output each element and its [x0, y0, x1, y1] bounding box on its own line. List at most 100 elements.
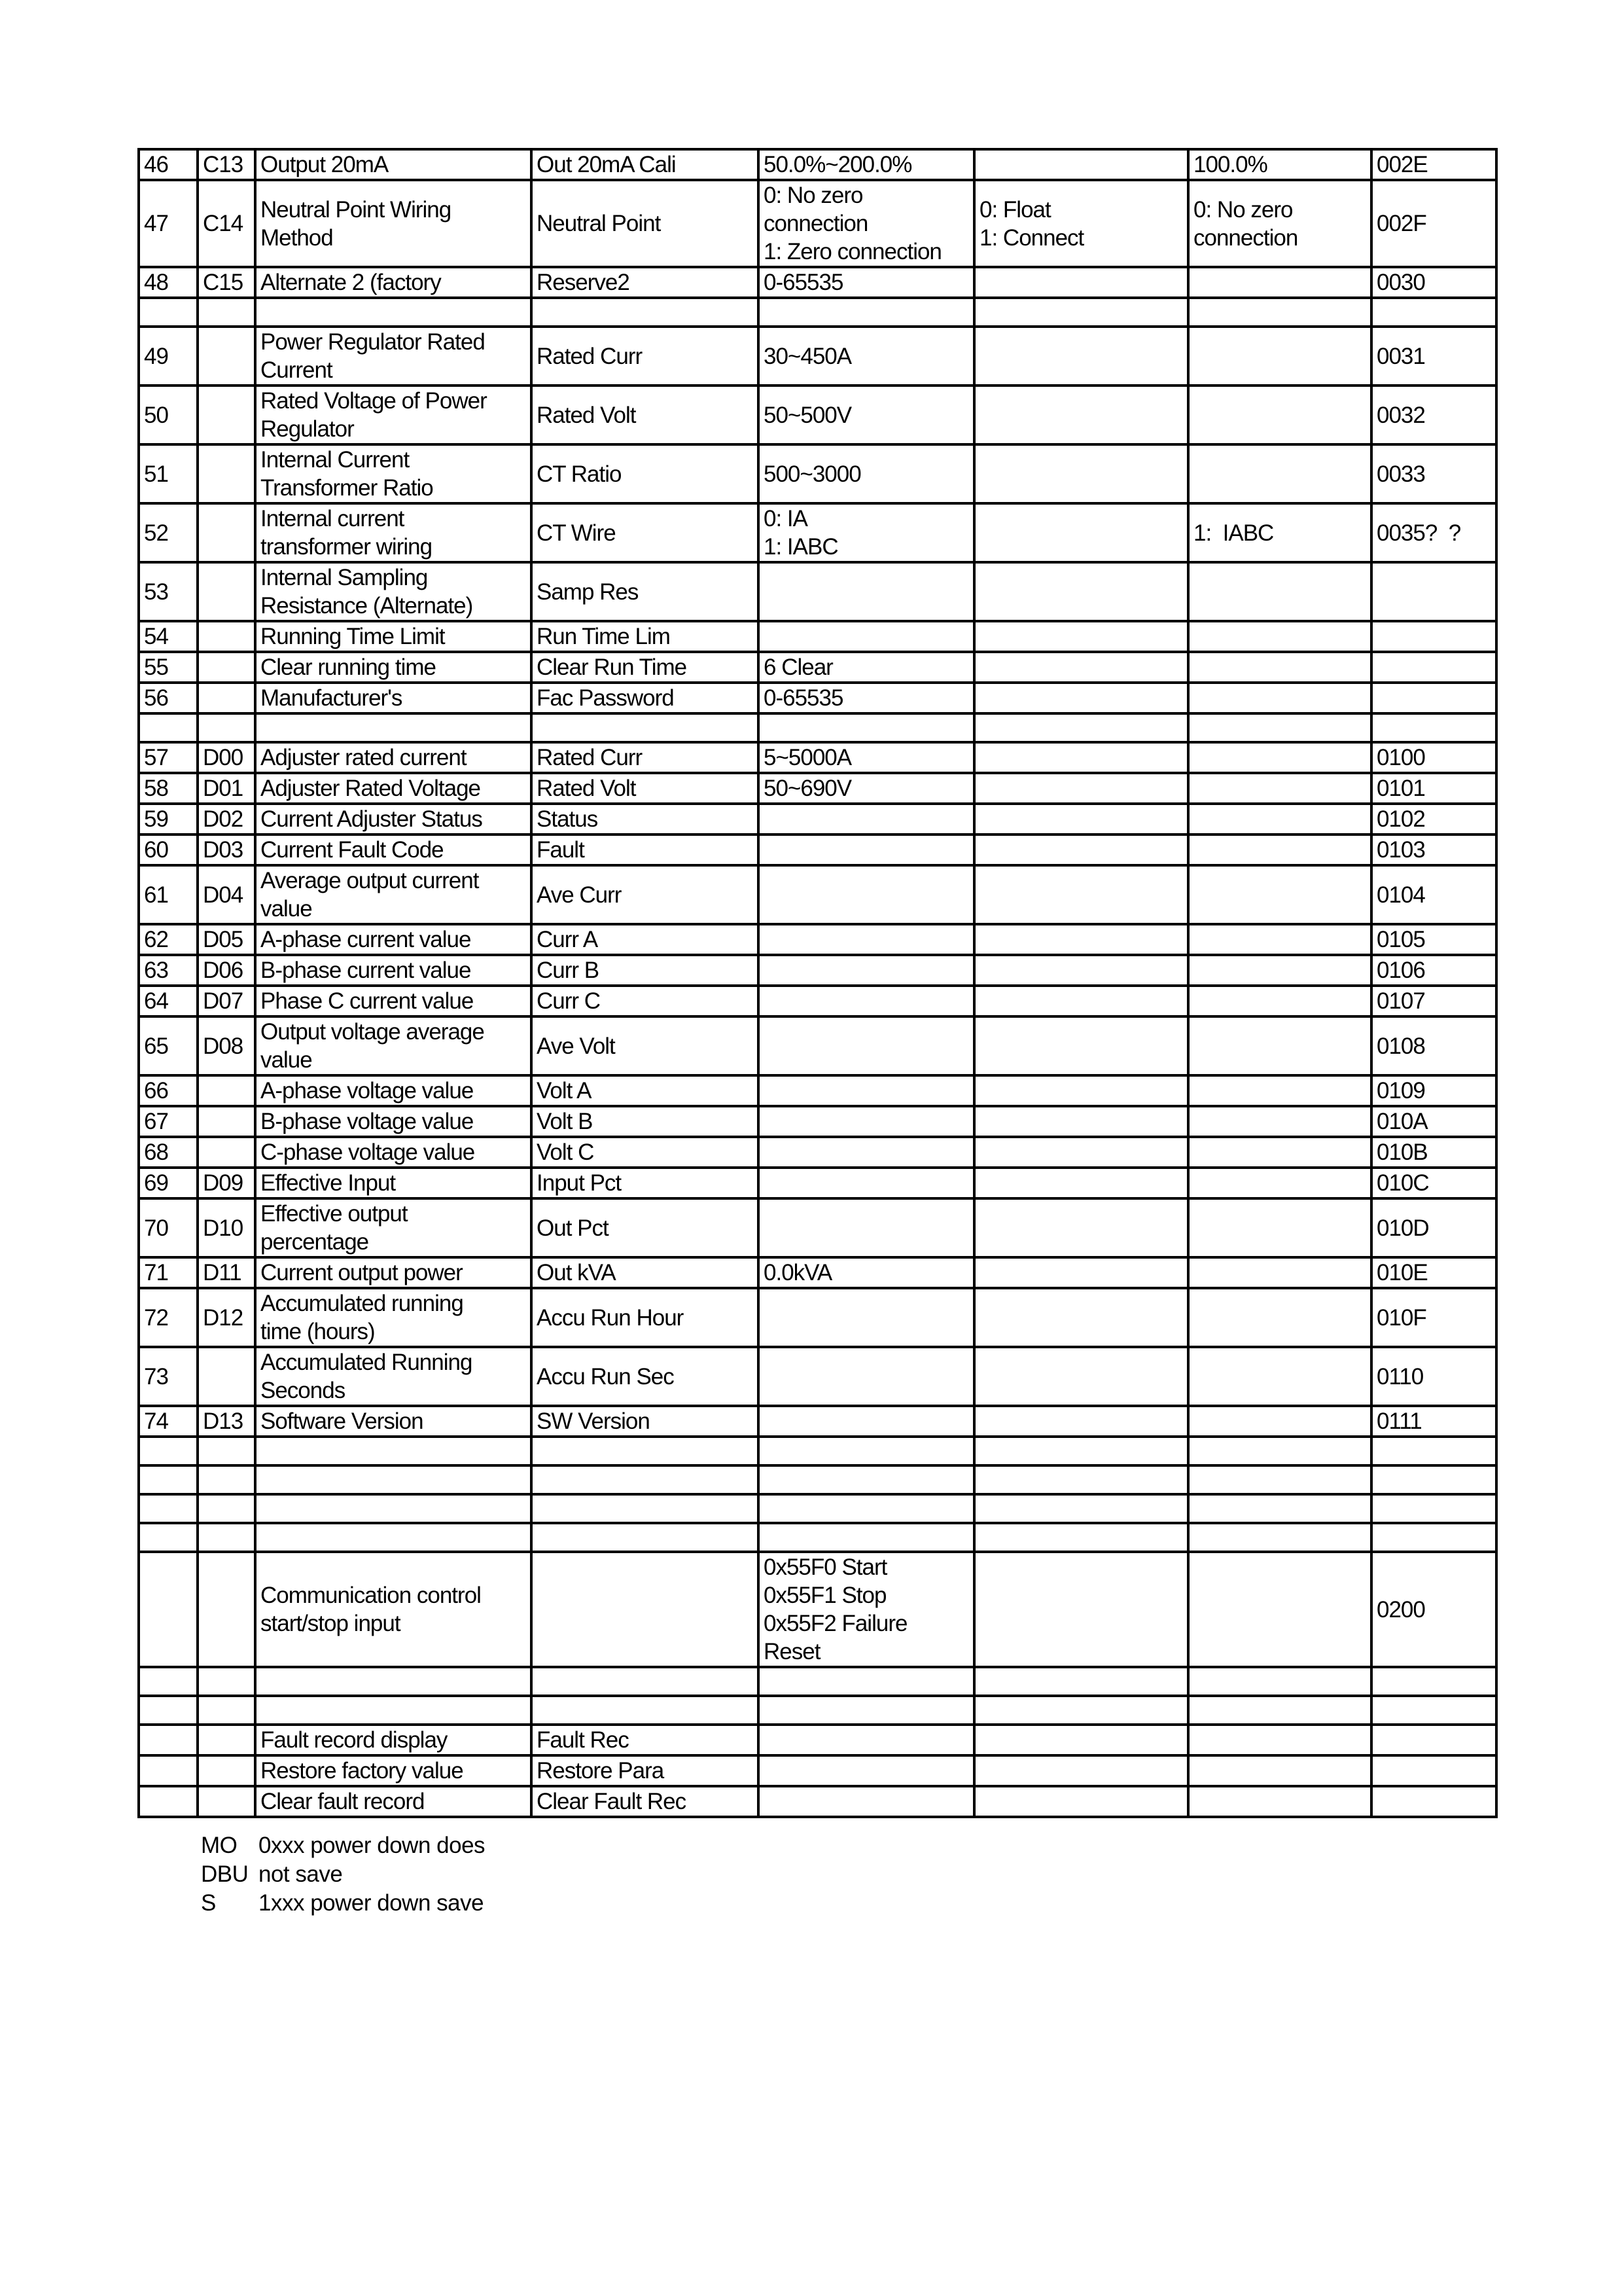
table-row: 51 Internal Current Transformer Ratio CT R… [137, 443, 1498, 505]
cell-default [1187, 1136, 1373, 1169]
cell-default [1187, 1287, 1373, 1348]
cell-default [1187, 1197, 1373, 1259]
cell-range: 0: No zero connection 1: Zero connection [757, 179, 976, 268]
cell-default [1187, 1666, 1373, 1697]
cell-address: 0108 [1370, 1015, 1498, 1077]
cell-range [757, 1197, 976, 1259]
cell-range [757, 1346, 976, 1407]
cell-range [757, 1136, 976, 1169]
cell-address [1370, 681, 1498, 715]
cell-default [1187, 954, 1373, 987]
cell-options [973, 443, 1190, 505]
cell-code: D02 [196, 802, 256, 836]
cell-display-name: Volt C [530, 1136, 760, 1169]
cell-default: 100.0% [1187, 148, 1373, 181]
cell-options [973, 741, 1190, 774]
cell-index: 72 [137, 1287, 199, 1348]
cell-range: 0.0kVA [757, 1256, 976, 1289]
cell-options [973, 833, 1190, 867]
cell-options [973, 1405, 1190, 1438]
cell-options [973, 954, 1190, 987]
cell-code [196, 1136, 256, 1169]
cell-display-name [530, 1666, 760, 1697]
cell-code: D07 [196, 984, 256, 1018]
cell-display-name: Out 20mA Cali [530, 148, 760, 181]
table-row: 69 D09 Effective Input Input Pct 010C [137, 1166, 1498, 1200]
cell-default: 0: No zero connection [1187, 179, 1373, 268]
cell-name [254, 712, 533, 744]
cell-address [1370, 1785, 1498, 1818]
cell-options [973, 148, 1190, 181]
cell-index: 61 [137, 864, 199, 925]
cell-default [1187, 1346, 1373, 1407]
notes: MO 0xxx power down does DBU not save S 1xxx p… [201, 1831, 1495, 1918]
cell-name [254, 1695, 533, 1726]
cell-index: 53 [137, 561, 199, 622]
cell-display-name: Fault [530, 833, 760, 867]
cell-index [137, 712, 199, 744]
cell-index: 52 [137, 502, 199, 564]
cell-name [254, 1666, 533, 1697]
table-row: 46 C13 Output 20mA Out 20mA Cali 50.0%~200.0… [137, 148, 1498, 181]
cell-options [973, 1197, 1190, 1259]
cell-index [137, 1464, 199, 1496]
cell-options [973, 266, 1190, 299]
cell-default [1187, 1723, 1373, 1757]
cell-name [254, 296, 533, 328]
cell-display-name: Rated Curr [530, 741, 760, 774]
cell-display-name: CT Wire [530, 502, 760, 564]
cell-address [1370, 1493, 1498, 1524]
cell-display-name [530, 1551, 760, 1668]
cell-default [1187, 1551, 1373, 1668]
cell-display-name: CT Ratio [530, 443, 760, 505]
cell-index [137, 1522, 199, 1553]
cell-index: 67 [137, 1105, 199, 1138]
cell-address: 010B [1370, 1136, 1498, 1169]
cell-range [757, 1666, 976, 1697]
table-row: 74 D13 Software Version SW Version 0111 [137, 1405, 1498, 1438]
note-key: S [201, 1890, 216, 1916]
cell-default [1187, 384, 1373, 446]
cell-code: D09 [196, 1166, 256, 1200]
cell-default [1187, 296, 1373, 328]
cell-name: Effective Input [254, 1166, 533, 1200]
cell-range [757, 1287, 976, 1348]
document-body: 46 C13 Output 20mA Out 20mA Cali 50.0%~200.0… [137, 148, 1498, 1918]
cell-index: 51 [137, 443, 199, 505]
cell-display-name [530, 1522, 760, 1553]
cell-address [1370, 561, 1498, 622]
cell-name: Communication control start/stop input [254, 1551, 533, 1668]
cell-default [1187, 1074, 1373, 1107]
cell-display-name: Out kVA [530, 1256, 760, 1289]
cell-address [1370, 651, 1498, 684]
cell-code [196, 502, 256, 564]
cell-code [196, 1695, 256, 1726]
cell-index: 56 [137, 681, 199, 715]
cell-code [196, 1464, 256, 1496]
cell-display-name [530, 1464, 760, 1496]
cell-index: 49 [137, 325, 199, 387]
cell-display-name: Neutral Point [530, 179, 760, 268]
cell-display-name [530, 1493, 760, 1524]
cell-default [1187, 681, 1373, 715]
cell-default [1187, 1493, 1373, 1524]
cell-address [1370, 1723, 1498, 1757]
cell-range [757, 296, 976, 328]
table-row: Fault record display Fault Rec [137, 1723, 1498, 1757]
table-row: 62 D05 A-phase current value Curr A 0105 [137, 923, 1498, 956]
note-text: 1xxx power down save [258, 1890, 484, 1916]
cell-address: 0104 [1370, 864, 1498, 925]
cell-address: 0030 [1370, 266, 1498, 299]
table-row [137, 1522, 1498, 1553]
parameter-table: 46 C13 Output 20mA Out 20mA Cali 50.0%~200.0… [137, 148, 1498, 1818]
cell-index: 47 [137, 179, 199, 268]
cell-display-name: Status [530, 802, 760, 836]
cell-address: 0102 [1370, 802, 1498, 836]
cell-address: 0110 [1370, 1346, 1498, 1407]
cell-options [973, 1287, 1190, 1348]
cell-options [973, 1723, 1190, 1757]
cell-index [137, 1493, 199, 1524]
cell-index [137, 1695, 199, 1726]
table-row: 60 D03 Current Fault Code Fault 0103 [137, 833, 1498, 867]
cell-default [1187, 741, 1373, 774]
